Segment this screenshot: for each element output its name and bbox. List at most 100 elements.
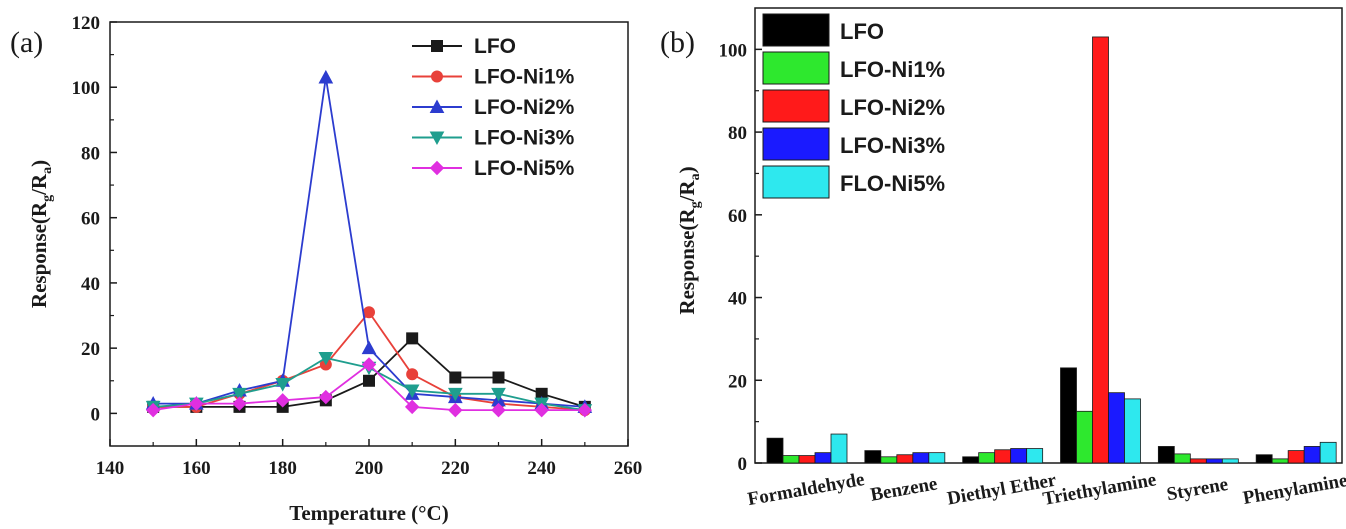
legend-label: FLO-Ni5% xyxy=(840,171,945,196)
legend-entry-lfo-ni3pct: LFO-Ni3% xyxy=(762,127,945,161)
legend-entry-lfo-ni3pct: LFO-Ni3% xyxy=(412,127,575,150)
data-point-lfo-ni5pct xyxy=(361,357,377,372)
data-point-lfo-ni5pct xyxy=(534,402,549,418)
data-point-lfo-ni5pct xyxy=(448,402,463,418)
data-point-lfo-ni2pct xyxy=(361,340,377,355)
panel-a-y-axis-title: Response(Rg/Ra) xyxy=(27,160,55,308)
bar-flo-ni5pct-phenylamine xyxy=(1319,441,1337,464)
panel-a-x-tick-label: 220 xyxy=(441,458,470,479)
bar-group-styrene: Styrene xyxy=(1157,446,1239,505)
panel-a-y-tick-label: 20 xyxy=(81,339,100,360)
panel-a-x-tick-label: 200 xyxy=(355,458,384,479)
legend-marker xyxy=(431,40,443,52)
panel-a-x-tick-label: 180 xyxy=(268,458,297,479)
data-point-lfo-ni5pct xyxy=(232,396,247,411)
bar-lfo-ni2pct-diethyl-ether xyxy=(994,449,1012,464)
bar-lfo-ni3pct-benzene xyxy=(912,452,930,464)
legend-label: LFO-Ni1% xyxy=(474,66,575,89)
panel-b-label: (b) xyxy=(660,26,695,59)
data-point-lfo xyxy=(449,371,462,384)
data-point-lfo-ni3pct xyxy=(232,387,247,402)
panel-a-y-tick-label: 0 xyxy=(91,404,101,425)
bar-flo-ni5pct-triethylamine xyxy=(1124,398,1141,464)
bar-lfo-ni2pct-triethylamine xyxy=(1092,36,1109,464)
bar-group-diethyl-ether: Diethyl Ether xyxy=(946,448,1058,510)
data-point-lfo-ni3pct xyxy=(275,378,291,392)
data-point-lfo-ni3pct xyxy=(404,384,420,399)
data-point-lfo xyxy=(406,332,419,345)
data-point-lfo-ni1pct xyxy=(363,306,375,319)
bar-group-formaldehyde: Formaldehyde xyxy=(746,433,866,510)
bar-lfo-ni3pct-phenylamine xyxy=(1303,446,1321,464)
bar-lfo-ni3pct-diethyl-ether xyxy=(1010,448,1028,464)
data-point-lfo-ni5pct xyxy=(491,402,506,418)
panel-b-y-tick-label: 80 xyxy=(728,123,747,144)
panel-b-y-tick-label: 20 xyxy=(728,371,747,392)
bar-lfo-ni1pct-benzene xyxy=(880,456,898,464)
data-point-lfo-ni3pct xyxy=(318,351,334,366)
panel-b-y-axis-title: Response(Rg/Ra) xyxy=(675,166,703,314)
panel-b-chart: (b) 0 20 40 60 80 100 Formaldehyde Benzene Diet… xyxy=(660,7,1346,510)
bar-group-phenylamine: Phenylamine xyxy=(1241,441,1346,509)
legend-swatch xyxy=(762,127,830,161)
panel-a-y-tick-label: 100 xyxy=(72,78,101,99)
panel-a-x-tick-label: 260 xyxy=(614,458,643,479)
bar-lfo-ni1pct-diethyl-ether xyxy=(978,452,996,464)
bar-lfo-ni2pct-benzene xyxy=(896,454,914,464)
panel-a-y-tick-label: 120 xyxy=(72,13,101,34)
data-point-lfo-ni5pct xyxy=(404,399,420,415)
bar-lfo-ni1pct-phenylamine xyxy=(1271,458,1289,464)
bar-lfo-ni3pct-styrene xyxy=(1205,458,1223,464)
legend-marker xyxy=(429,99,445,113)
bar-lfo-styrene xyxy=(1157,446,1175,464)
legend-entry-lfo-ni2pct: LFO-Ni2% xyxy=(412,96,575,119)
category-label: Styrene xyxy=(1165,474,1230,505)
bar-lfo-triethylamine xyxy=(1060,367,1077,464)
legend-label: LFO-Ni1% xyxy=(840,57,945,82)
legend-swatch xyxy=(762,51,830,85)
bar-lfo-ni2pct-styrene xyxy=(1189,458,1207,464)
legend-entry-lfo: LFO xyxy=(412,35,516,58)
panel-b-y-tick-label: 40 xyxy=(728,289,747,310)
panel-a-label: (a) xyxy=(10,26,43,59)
legend-label: LFO-Ni3% xyxy=(474,127,575,150)
panel-a-legend: LFO LFO-Ni1% LFO-Ni2% LFO-Ni3% LFO-Ni5% xyxy=(412,35,575,180)
legend-label: LFO-Ni2% xyxy=(474,96,575,119)
bar-flo-ni5pct-styrene xyxy=(1221,458,1239,464)
legend-swatch xyxy=(762,13,830,47)
category-label: Formaldehyde xyxy=(746,469,866,510)
bar-lfo-ni1pct-formaldehyde xyxy=(782,455,800,464)
category-label: Triethylamine xyxy=(1041,469,1158,510)
data-point-lfo-ni5pct xyxy=(318,389,334,405)
legend-label: LFO xyxy=(474,35,516,58)
legend-marker xyxy=(429,131,445,146)
bar-lfo-benzene xyxy=(864,450,882,464)
data-point-lfo xyxy=(492,371,505,384)
data-point-lfo-ni1pct xyxy=(406,368,419,381)
legend-entry-lfo-ni1pct: LFO-Ni1% xyxy=(762,51,945,85)
legend-label: LFO-Ni2% xyxy=(840,95,945,120)
legend-swatch xyxy=(762,89,830,123)
data-point-lfo xyxy=(363,374,375,387)
bar-flo-ni5pct-formaldehyde xyxy=(830,433,848,464)
legend-entry-flo-ni5pct: FLO-Ni5% xyxy=(762,165,945,199)
bar-lfo-phenylamine xyxy=(1255,454,1273,464)
bar-lfo-formaldehyde xyxy=(766,437,784,464)
legend-label: LFO-Ni3% xyxy=(840,133,945,158)
panel-a-y-tick-label: 60 xyxy=(81,209,100,230)
panel-b-legend: LFO LFO-Ni1% LFO-Ni2% LFO-Ni3% FLO-Ni5% xyxy=(762,13,945,199)
bar-lfo-ni2pct-phenylamine xyxy=(1287,450,1305,464)
legend-label: LFO-Ni5% xyxy=(474,157,575,180)
data-point-lfo-ni3pct xyxy=(447,387,463,402)
bar-lfo-ni3pct-formaldehyde xyxy=(814,452,832,464)
bar-lfo-ni2pct-formaldehyde xyxy=(798,455,816,464)
data-point-lfo-ni3pct xyxy=(491,387,506,402)
bar-lfo-ni3pct-triethylamine xyxy=(1108,392,1125,464)
legend-entry-lfo-ni1pct: LFO-Ni1% xyxy=(412,66,575,89)
legend-label: LFO xyxy=(840,19,884,44)
bar-group-benzene: Benzene xyxy=(864,450,946,506)
series-lfo-ni5pct xyxy=(145,357,593,418)
panel-b-y-tick-label: 0 xyxy=(738,454,748,475)
panel-a-y-tick-label: 40 xyxy=(81,274,100,295)
